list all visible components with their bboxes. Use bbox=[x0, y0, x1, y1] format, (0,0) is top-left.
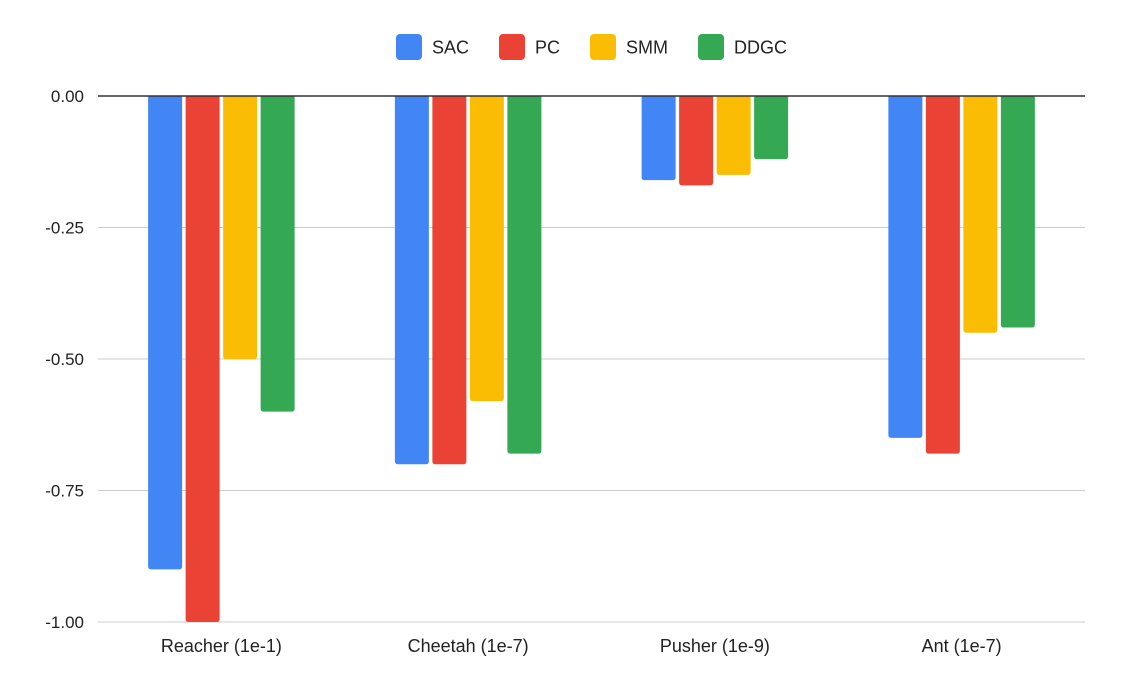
legend-item-pc: PC bbox=[499, 34, 560, 60]
x-axis-ticks: Reacher (1e-1) Cheetah (1e-7) Pusher (1e-9… bbox=[161, 636, 1002, 656]
legend-label: DDGC bbox=[734, 38, 787, 58]
bars bbox=[148, 96, 1035, 622]
bar-sac-reacher-1e-1 bbox=[148, 96, 183, 570]
y-tick-label: -0.25 bbox=[45, 219, 84, 238]
bar-ddgc-cheetah-1e-7 bbox=[507, 96, 542, 454]
bar-smm-ant-1e-7 bbox=[963, 96, 998, 333]
y-axis-ticks: 0.00 -0.25 -0.50 -0.75 -1.00 bbox=[45, 87, 84, 632]
bar-ddgc-reacher-1e-1 bbox=[260, 96, 295, 412]
x-tick-label: Reacher (1e-1) bbox=[161, 636, 282, 656]
legend-item-ddgc: DDGC bbox=[698, 34, 787, 60]
bar-pc-reacher-1e-1 bbox=[185, 96, 220, 622]
legend-swatch bbox=[590, 34, 617, 60]
bar-sac-pusher-1e-9 bbox=[641, 96, 676, 181]
legend-item-sac: SAC bbox=[395, 34, 469, 60]
legend-label: SAC bbox=[432, 38, 469, 58]
bar-smm-reacher-1e-1 bbox=[223, 96, 258, 359]
y-tick-label: -0.75 bbox=[45, 482, 84, 501]
legend-swatch bbox=[395, 34, 422, 60]
legend-item-smm: SMM bbox=[590, 34, 668, 60]
bar-pc-ant-1e-7 bbox=[925, 96, 960, 454]
y-tick-label: -0.50 bbox=[45, 350, 84, 369]
x-tick-label: Cheetah (1e-7) bbox=[408, 636, 529, 656]
bar-smm-pusher-1e-9 bbox=[716, 96, 751, 175]
x-tick-label: Ant (1e-7) bbox=[922, 636, 1002, 656]
bar-ddgc-ant-1e-7 bbox=[1000, 96, 1035, 328]
legend-swatch bbox=[698, 34, 725, 60]
legend-swatch bbox=[499, 34, 525, 60]
y-tick-label: 0.00 bbox=[51, 87, 84, 106]
bar-pc-cheetah-1e-7 bbox=[432, 96, 467, 465]
bar-sac-cheetah-1e-7 bbox=[394, 96, 429, 465]
bar-smm-cheetah-1e-7 bbox=[469, 96, 504, 402]
x-tick-label: Pusher (1e-9) bbox=[660, 636, 770, 656]
y-tick-label: -1.00 bbox=[45, 613, 84, 632]
bar-sac-ant-1e-7 bbox=[888, 96, 923, 438]
bar-pc-pusher-1e-9 bbox=[679, 96, 714, 186]
legend: SAC PC SMM DDGC bbox=[395, 34, 787, 60]
legend-label: PC bbox=[535, 38, 560, 58]
bar-ddgc-pusher-1e-9 bbox=[754, 96, 789, 160]
legend-label: SMM bbox=[626, 38, 668, 58]
